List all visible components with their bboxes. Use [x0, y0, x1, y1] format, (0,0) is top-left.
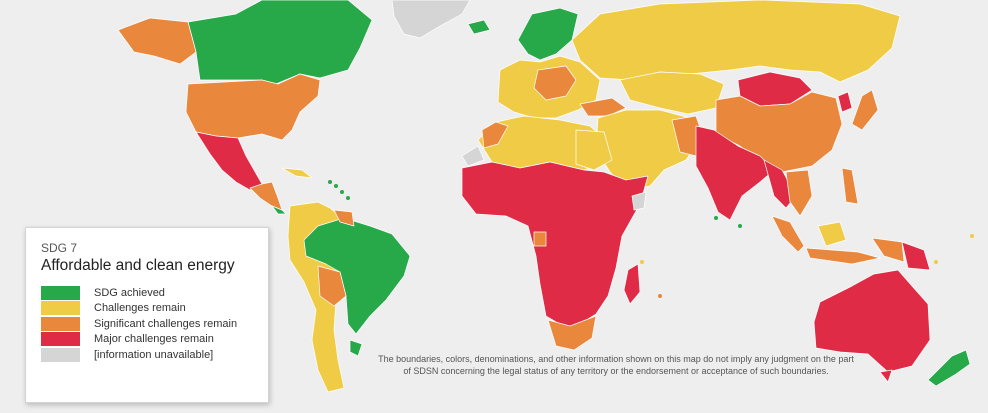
- region-new-zealand[interactable]: [927, 349, 971, 387]
- region-uruguay[interactable]: [349, 339, 363, 357]
- legend-item-achieved: SDG achieved: [41, 285, 254, 301]
- region-russia[interactable]: [571, 0, 901, 83]
- region-somalia[interactable]: [631, 191, 647, 211]
- region-guyana[interactable]: [333, 209, 355, 227]
- region-indonesia-east[interactable]: [817, 221, 847, 247]
- legend-swatch: [41, 347, 80, 362]
- region-tasmania[interactable]: [879, 369, 893, 383]
- region-western-sahara[interactable]: [461, 145, 485, 167]
- region-egypt[interactable]: [575, 129, 613, 171]
- region-south-africa[interactable]: [547, 315, 597, 351]
- region-brazil[interactable]: [303, 217, 411, 335]
- island-dot: [970, 234, 974, 238]
- region-scandinavia[interactable]: [517, 7, 579, 61]
- region-middle-east[interactable]: [595, 109, 701, 191]
- island-dot: [658, 294, 662, 298]
- legend-item-significant: Significant challenges remain: [41, 316, 254, 332]
- legend-swatch: [41, 316, 80, 331]
- legend-swatch: [41, 285, 80, 300]
- island-dot: [328, 180, 332, 184]
- region-philippines[interactable]: [841, 167, 859, 205]
- region-java-sumatra[interactable]: [805, 247, 881, 265]
- legend-label: SDG achieved: [94, 286, 165, 299]
- region-madagascar[interactable]: [623, 263, 641, 305]
- region-japan[interactable]: [851, 89, 879, 131]
- region-mexico[interactable]: [195, 131, 263, 191]
- legend-item-major: Major challenges remain: [41, 332, 254, 348]
- region-indonesia-west[interactable]: [771, 215, 805, 253]
- region-papua-new-guinea[interactable]: [901, 241, 931, 271]
- legend-label: Significant challenges remain: [94, 317, 238, 330]
- legend-item-unavailable: [information unavailable]: [41, 347, 254, 363]
- island-dot: [714, 216, 718, 220]
- legend-swatch: [41, 301, 80, 316]
- region-north-korea[interactable]: [837, 91, 853, 113]
- legend-items: SDG achieved Challenges remain Significant…: [41, 285, 254, 363]
- region-canada[interactable]: [187, 0, 373, 85]
- region-india[interactable]: [695, 125, 775, 221]
- region-caribbean[interactable]: [281, 167, 313, 179]
- legend-title: Affordable and clean energy: [41, 257, 235, 274]
- region-gabon[interactable]: [533, 231, 547, 247]
- region-alaska[interactable]: [117, 17, 197, 65]
- region-bolivia[interactable]: [317, 265, 347, 307]
- legend-item-challenges: Challenges remain: [41, 301, 254, 317]
- map-legend: SDG 7 Affordable and clean energy SDG ac…: [25, 227, 269, 403]
- island-dot: [934, 260, 938, 264]
- region-central-europe[interactable]: [533, 65, 577, 101]
- region-united-states[interactable]: [185, 73, 321, 141]
- island-dot: [334, 184, 338, 188]
- region-costa-rica[interactable]: [271, 205, 287, 215]
- island-dot: [340, 190, 344, 194]
- legend-label: Challenges remain: [94, 302, 186, 315]
- legend-subtitle: SDG 7: [41, 241, 78, 255]
- region-australia[interactable]: [813, 269, 931, 373]
- region-sub-saharan-africa[interactable]: [461, 161, 649, 331]
- region-iceland[interactable]: [467, 19, 491, 35]
- region-turkey[interactable]: [579, 97, 627, 117]
- island-dot: [346, 196, 350, 200]
- region-central-asia[interactable]: [619, 71, 725, 115]
- map-disclaimer: The boundaries, colors, denominations, a…: [378, 354, 854, 376]
- legend-label: Major challenges remain: [94, 333, 214, 346]
- region-greenland[interactable]: [391, 0, 471, 39]
- region-central-america[interactable]: [249, 181, 283, 211]
- region-morocco[interactable]: [481, 121, 509, 149]
- legend-swatch: [41, 332, 80, 347]
- legend-label: [information unavailable]: [94, 348, 214, 361]
- island-dot: [738, 224, 742, 228]
- island-dot: [640, 260, 644, 264]
- region-indochina[interactable]: [785, 169, 813, 217]
- region-new-guinea-west[interactable]: [871, 237, 905, 263]
